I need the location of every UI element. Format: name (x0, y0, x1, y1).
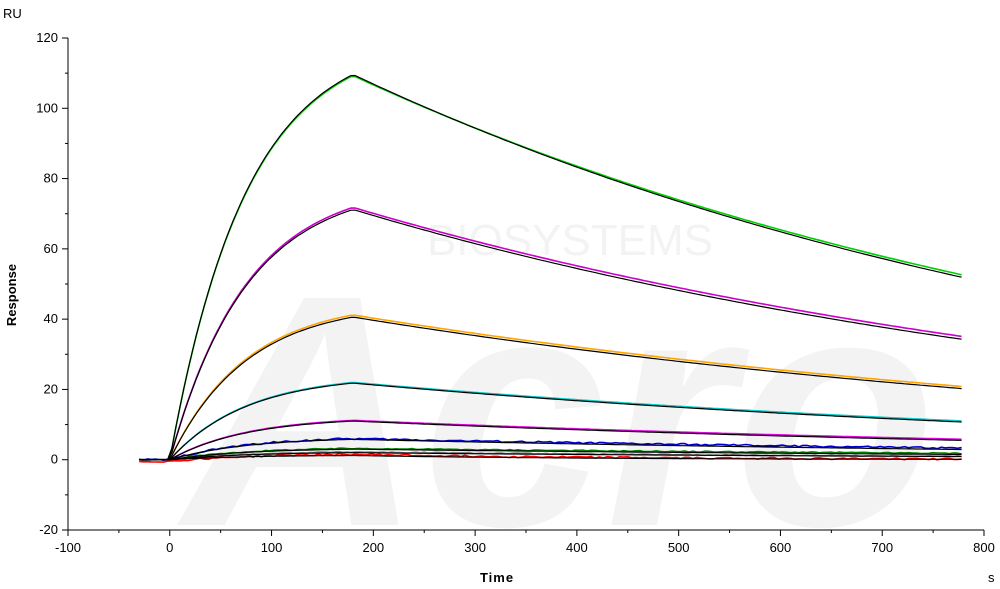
y-tick-label: 40 (44, 311, 58, 326)
fit-curve-line (139, 316, 962, 461)
watermark-acro: Acro (174, 226, 936, 589)
fit-curve-line (139, 74, 962, 461)
y-tick-label: 20 (44, 381, 58, 396)
x-axis-label: Time (480, 570, 514, 585)
data-series-line (138, 437, 962, 462)
watermark: BIOSYSTEMS Acro (174, 216, 936, 589)
data-series-line (139, 207, 962, 461)
x-tick-label: 500 (668, 540, 690, 555)
x-tick-label: 0 (166, 540, 173, 555)
x-tick-label: 300 (464, 540, 486, 555)
axes: -100 0 100 200 300 400 500 600 700 800 -20 0 20 40 60 8… (36, 30, 995, 555)
x-tick-label: 200 (362, 540, 384, 555)
fit-curve-line (139, 438, 962, 461)
y-tick-label: 0 (51, 452, 58, 467)
x-unit-label: s (988, 570, 995, 585)
data-series-line (139, 314, 962, 461)
fit-curve-line (139, 420, 962, 461)
data-series-line (139, 447, 962, 462)
y-unit-label: RU (3, 6, 22, 21)
x-tick-label: -100 (55, 540, 81, 555)
fit-curve-line (139, 382, 962, 461)
y-tick-label: 100 (36, 100, 58, 115)
x-tick-label: 700 (871, 540, 893, 555)
x-tick-label: 100 (261, 540, 283, 555)
x-tick-label: 600 (770, 540, 792, 555)
data-layer (138, 74, 962, 463)
y-tick-label: 120 (36, 30, 58, 45)
x-tick-label: 800 (973, 540, 995, 555)
x-tick-label: 400 (566, 540, 588, 555)
fit-curve-line (139, 209, 962, 461)
y-axis-label: Response (4, 264, 19, 326)
y-tick-label: 80 (44, 171, 58, 186)
y-tick-label: 60 (44, 241, 58, 256)
fit-curve-line (139, 452, 962, 461)
fit-curve-line (139, 448, 962, 461)
fit-curve-line (139, 454, 962, 461)
y-tick-label: -20 (39, 522, 58, 537)
